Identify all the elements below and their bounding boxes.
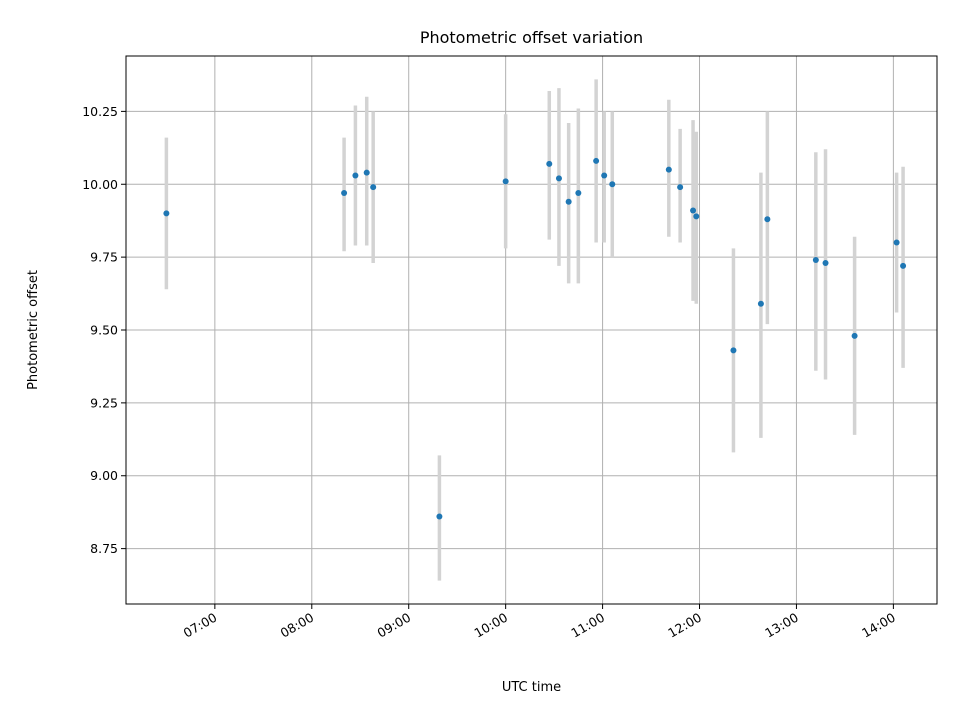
data-point <box>812 257 819 264</box>
y-tick-label: 9.50 <box>90 323 118 338</box>
y-tick-label: 9.25 <box>90 395 118 410</box>
y-tick-label: 8.75 <box>90 541 118 556</box>
data-point <box>690 207 697 214</box>
data-point <box>352 172 359 179</box>
data-point <box>757 300 764 307</box>
data-point <box>546 160 553 167</box>
data-point <box>593 157 600 164</box>
data-point <box>900 262 907 269</box>
data-point <box>555 175 562 182</box>
data-point <box>601 172 608 179</box>
x-axis-label: UTC time <box>502 680 561 695</box>
data-point <box>822 259 829 266</box>
data-point <box>609 181 616 188</box>
data-point <box>502 178 509 185</box>
y-axis-label: Photometric offset <box>26 270 41 390</box>
point-layer <box>163 157 907 520</box>
data-point <box>341 190 348 196</box>
data-point <box>370 184 377 191</box>
data-point <box>764 216 771 223</box>
y-tick-label: 10.25 <box>82 104 118 119</box>
data-point <box>851 332 858 339</box>
data-point <box>575 190 582 196</box>
y-tick-label: 9.75 <box>90 250 118 265</box>
data-point <box>730 347 737 354</box>
data-point <box>436 513 443 520</box>
data-point <box>163 210 170 217</box>
data-point <box>665 166 672 173</box>
data-point <box>693 213 700 220</box>
data-point <box>565 198 572 205</box>
y-tick-label: 9.00 <box>90 468 118 483</box>
data-point <box>363 169 370 176</box>
chart-title: Photometric offset variation <box>420 28 643 47</box>
data-point <box>893 239 900 246</box>
y-tick-label: 10.00 <box>82 177 118 192</box>
grid-layer <box>126 56 937 604</box>
data-point <box>677 184 684 191</box>
